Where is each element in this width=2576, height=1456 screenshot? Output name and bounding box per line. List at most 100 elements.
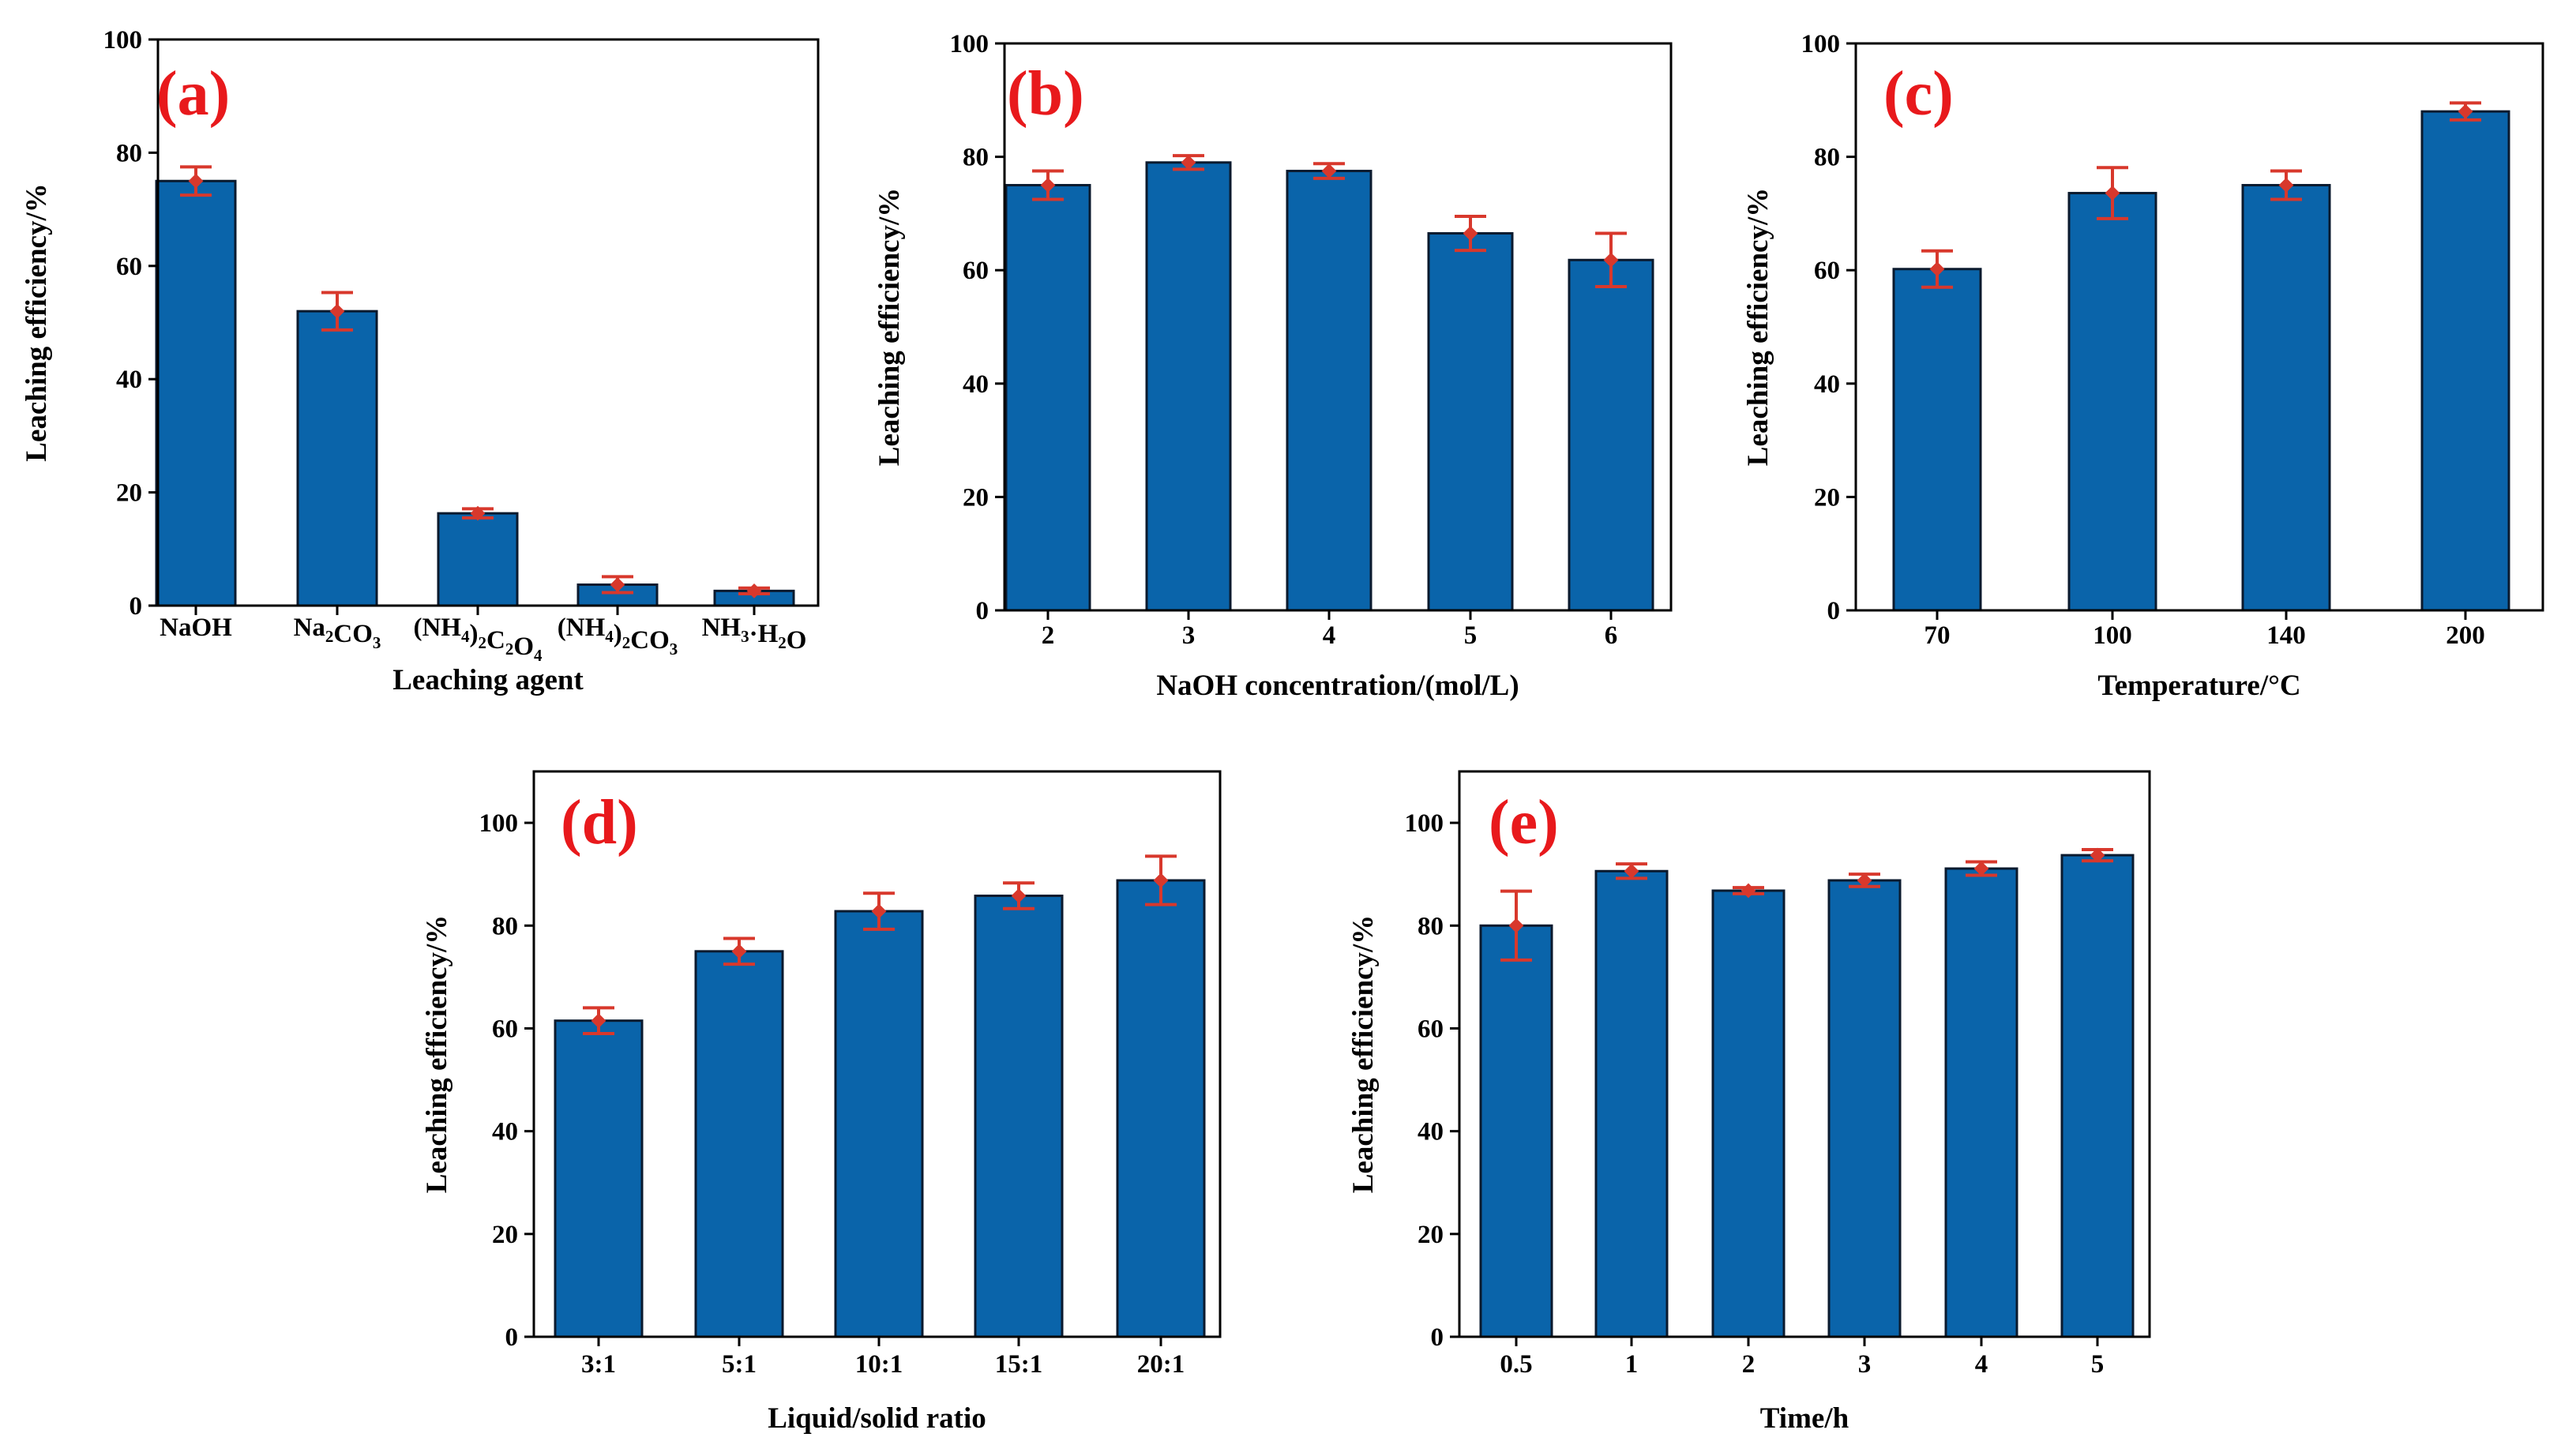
panel-a-ytick-label-40: 40: [116, 366, 142, 394]
panel-c-point-2: [2105, 186, 2120, 201]
panel-b-chart: 0 20 40 60 80 100 2 3 4 5 6 NaOH concentration/(mol…: [873, 30, 1673, 702]
panel-d-ytick-label-40: 40: [492, 1118, 518, 1146]
panel-a-point-3: [470, 505, 486, 521]
panel-e-point-6: [2090, 847, 2105, 863]
panel-c-point-3: [2278, 178, 2294, 193]
panel-c-xtick-label-2: 100: [2093, 621, 2132, 650]
panel-d-point-3: [871, 903, 887, 919]
panel-e-xtick-label-2: 1: [1625, 1350, 1639, 1379]
panel-e-bar-5: [1944, 867, 2018, 1338]
panel-b-xtick-label-2: 3: [1182, 621, 1196, 650]
panel-a-bar-2: [296, 310, 378, 607]
panel-a-point-1: [188, 173, 204, 189]
panel-e-xtick-label-5: 4: [1975, 1350, 1988, 1379]
panel-e-xtick-label-1: 0.5: [1500, 1350, 1532, 1379]
panel-c-xtick-label-1: 70: [1924, 621, 1951, 650]
panel-c-bar-4: [2420, 110, 2510, 612]
panel-b-point-5: [1603, 252, 1619, 268]
panel-a-xtick-label-3: (NH4)2C2O4: [413, 614, 543, 665]
panel-e-bar-3: [1711, 889, 1786, 1338]
panel-e-ytick-label-40: 40: [1418, 1118, 1444, 1146]
panel-d-point-1: [591, 1013, 606, 1029]
panel-e-ytick-label-20: 20: [1418, 1221, 1444, 1249]
panel-c-y-axis-title: Leaching efficiency/%: [1742, 188, 1774, 466]
panel-e-label: (e): [1489, 788, 1559, 857]
panel-a-y-axis-title: Leaching efficiency/%: [21, 183, 53, 461]
panel-c-bar-1: [1892, 268, 1982, 612]
panel-e-ytick-label-80: 80: [1418, 912, 1444, 940]
panel-e-bar-1: [1479, 924, 1553, 1338]
panel-a-point-5: [746, 583, 762, 599]
panel-d-label: (d): [561, 788, 638, 857]
panel-b-xtick-label-1: 2: [1042, 621, 1055, 650]
panel-e-bar-2: [1594, 869, 1669, 1338]
panel-b-bar-2: [1145, 161, 1232, 612]
panel-d-chart: 0 20 40 60 80 100 3:1 5:1 10:1 15:1 20:1 Liquid/sol…: [421, 770, 1222, 1435]
panel-e-point-2: [1624, 863, 1639, 879]
panel-e-ytick-label-0: 0: [1431, 1323, 1444, 1352]
panel-e-bar-4: [1827, 879, 1902, 1338]
panel-e-point-4: [1857, 872, 1872, 888]
panel-d-axes-frame: [532, 770, 1222, 1338]
panel-c-ytick-label-40: 40: [1814, 370, 1840, 399]
panel-a-ytick-label-80: 80: [116, 139, 142, 167]
panel-a-xtick-label-2: Na2CO3: [294, 614, 381, 652]
panel-b-bar-3: [1286, 170, 1372, 612]
panel-a-xtick-label-4: (NH4)2CO3: [558, 614, 678, 659]
panel-e-point-3: [1740, 883, 1756, 899]
panel-d-xtick-label-1: 3:1: [581, 1350, 616, 1379]
panel-d-ytick-label-0: 0: [505, 1323, 519, 1352]
panel-a-x-axis-title: Leaching agent: [392, 664, 584, 696]
panel-d-bar-2: [694, 950, 784, 1338]
panel-a-chart: 0 20 40 60 80 100 NaOH Na2CO3 (NH4)2C2O4 (NH4)2CO…: [21, 26, 820, 696]
panel-b-bar-4: [1427, 232, 1514, 612]
panel-b-xtick-label-4: 5: [1464, 621, 1478, 650]
panel-c-chart: 0 20 40 60 80 100 70 100 140 200 Temperature/°C Lea…: [1742, 30, 2544, 702]
panel-e-ytick-label-100: 100: [1405, 809, 1444, 838]
panel-a-ytick-label-0: 0: [130, 592, 143, 621]
panel-b-x-axis-title: NaOH concentration/(mol/L): [1156, 670, 1519, 702]
panel-e-xtick-label-3: 2: [1742, 1350, 1756, 1379]
panel-d-xtick-label-4: 15:1: [995, 1350, 1043, 1379]
panel-c-point-4: [2458, 103, 2473, 119]
panel-c-ytick-label-80: 80: [1814, 144, 1840, 172]
panel-c-xtick-label-4: 200: [2446, 621, 2485, 650]
panel-e-point-5: [1973, 861, 1989, 876]
panel-b-xtick-label-5: 6: [1605, 621, 1618, 650]
panel-b-axes-frame: [1003, 42, 1673, 612]
panel-b-xtick-label-3: 4: [1323, 621, 1336, 650]
panel-d-point-4: [1011, 888, 1027, 903]
panel-b-ytick-label-0: 0: [976, 597, 989, 625]
panel-c-xtick-label-3: 140: [2266, 621, 2306, 650]
panel-e-bar-6: [2060, 854, 2135, 1338]
panel-e-xtick-label-6: 5: [2091, 1350, 2105, 1379]
panel-b-bar-1: [1004, 184, 1091, 612]
panel-c-bar-3: [2241, 184, 2331, 612]
panel-a-ytick-label-60: 60: [116, 253, 142, 281]
panel-a-xtick-label-1: NaOH: [160, 614, 232, 642]
panel-b-point-3: [1321, 163, 1337, 178]
panel-e-ytick-label-60: 60: [1418, 1015, 1444, 1043]
panel-a-label: (a): [156, 59, 230, 129]
panel-a-bar-3: [437, 512, 519, 607]
panel-d-ytick-label-20: 20: [492, 1221, 518, 1249]
panel-d-y-axis-title: Leaching efficiency/%: [421, 915, 453, 1193]
panel-d-ytick-label-100: 100: [479, 809, 519, 838]
panel-e-point-1: [1508, 918, 1524, 933]
panel-e-x-axis-title: Time/h: [1760, 1402, 1849, 1435]
panel-a-point-2: [329, 303, 345, 319]
panel-b-point-4: [1463, 226, 1478, 241]
panel-d-point-2: [731, 944, 747, 959]
panel-a-ytick-label-100: 100: [103, 26, 143, 54]
panel-c-ytick-label-20: 20: [1814, 483, 1840, 512]
panel-c-label: (c): [1883, 59, 1954, 129]
panel-c-axes-frame: [1854, 42, 2544, 612]
panel-e-y-axis-title: Leaching efficiency/%: [1347, 915, 1380, 1193]
panel-d-xtick-label-5: 20:1: [1137, 1350, 1185, 1379]
panel-d-x-axis-title: Liquid/solid ratio: [768, 1402, 986, 1435]
panel-b-bar-5: [1568, 258, 1654, 612]
panel-b-ytick-label-60: 60: [963, 257, 989, 285]
panel-b-label: (b): [1007, 59, 1084, 129]
panel-d-bar-1: [554, 1019, 644, 1338]
